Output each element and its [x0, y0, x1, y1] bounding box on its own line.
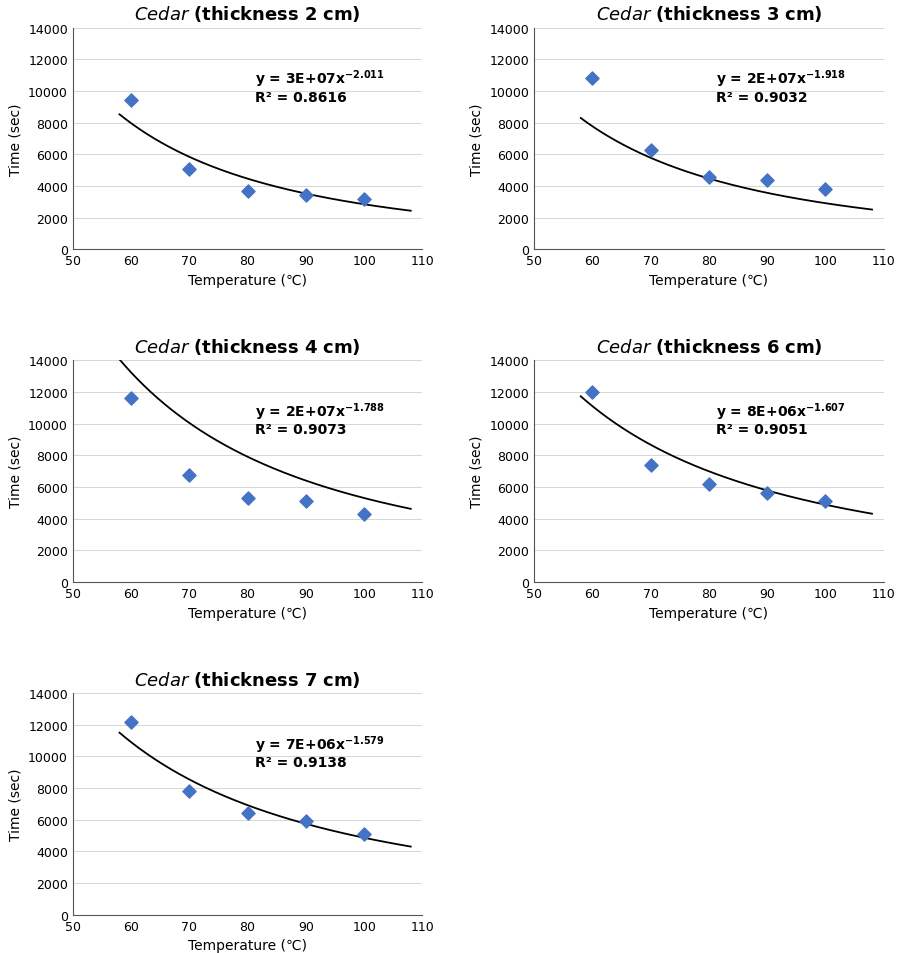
- Text: R² = 0.9073: R² = 0.9073: [254, 423, 346, 437]
- Point: [182, 468, 197, 483]
- Point: [585, 71, 599, 87]
- Title: $\mathbf{\mathit{Cedar}}$$\mathbf{\ (thickness\ 3\ cm)}$: $\mathbf{\mathit{Cedar}}$$\mathbf{\ (thi…: [596, 4, 823, 24]
- Text: y = 2E+07x$^{\mathbf{-1.918}}$: y = 2E+07x$^{\mathbf{-1.918}}$: [716, 69, 845, 90]
- Point: [357, 507, 372, 522]
- Point: [818, 182, 833, 197]
- Text: R² = 0.9138: R² = 0.9138: [254, 756, 346, 769]
- Point: [643, 144, 658, 159]
- Y-axis label: Time (sec): Time (sec): [8, 103, 23, 175]
- Point: [124, 714, 138, 729]
- Point: [299, 188, 313, 203]
- X-axis label: Temperature (℃): Temperature (℃): [650, 274, 769, 288]
- Point: [760, 486, 774, 501]
- Text: R² = 0.8616: R² = 0.8616: [254, 91, 346, 105]
- Text: y = 7E+06x$^{\mathbf{-1.579}}$: y = 7E+06x$^{\mathbf{-1.579}}$: [254, 733, 384, 755]
- Point: [182, 163, 197, 178]
- Y-axis label: Time (sec): Time (sec): [8, 768, 23, 841]
- Title: $\mathbf{\mathit{Cedar}}$$\mathbf{\ (thickness\ 6\ cm)}$: $\mathbf{\mathit{Cedar}}$$\mathbf{\ (thi…: [596, 336, 823, 356]
- Point: [585, 385, 599, 400]
- Point: [241, 184, 255, 199]
- X-axis label: Temperature (℃): Temperature (℃): [188, 606, 307, 619]
- X-axis label: Temperature (℃): Temperature (℃): [650, 606, 769, 619]
- Point: [760, 172, 774, 188]
- Point: [701, 476, 716, 492]
- Text: y = 3E+07x$^{\mathbf{-2.011}}$: y = 3E+07x$^{\mathbf{-2.011}}$: [254, 69, 384, 90]
- Point: [299, 814, 313, 829]
- Text: R² = 0.9051: R² = 0.9051: [716, 423, 808, 437]
- Point: [818, 495, 833, 510]
- Point: [299, 495, 313, 510]
- Point: [241, 491, 255, 506]
- Point: [241, 805, 255, 821]
- Text: y = 8E+06x$^{\mathbf{-1.607}}$: y = 8E+06x$^{\mathbf{-1.607}}$: [716, 401, 845, 422]
- Point: [357, 192, 372, 207]
- Y-axis label: Time (sec): Time (sec): [8, 436, 23, 508]
- Point: [357, 826, 372, 841]
- Y-axis label: Time (sec): Time (sec): [470, 436, 484, 508]
- Title: $\mathbf{\mathit{Cedar}}$$\mathbf{\ (thickness\ 7\ cm)}$: $\mathbf{\mathit{Cedar}}$$\mathbf{\ (thi…: [134, 669, 361, 689]
- Point: [124, 93, 138, 109]
- Text: y = 2E+07x$^{\mathbf{-1.788}}$: y = 2E+07x$^{\mathbf{-1.788}}$: [254, 401, 384, 422]
- Title: $\mathbf{\mathit{Cedar}}$$\mathbf{\ (thickness\ 4\ cm)}$: $\mathbf{\mathit{Cedar}}$$\mathbf{\ (thi…: [134, 336, 361, 356]
- X-axis label: Temperature (℃): Temperature (℃): [188, 274, 307, 288]
- Point: [643, 457, 658, 473]
- Point: [124, 392, 138, 407]
- Text: R² = 0.9032: R² = 0.9032: [716, 91, 807, 105]
- X-axis label: Temperature (℃): Temperature (℃): [188, 939, 307, 952]
- Y-axis label: Time (sec): Time (sec): [470, 103, 484, 175]
- Title: $\mathbf{\mathit{Cedar}}$$\mathbf{\ (thickness\ 2\ cm)}$: $\mathbf{\mathit{Cedar}}$$\mathbf{\ (thi…: [134, 4, 361, 24]
- Point: [701, 171, 716, 186]
- Point: [182, 783, 197, 799]
